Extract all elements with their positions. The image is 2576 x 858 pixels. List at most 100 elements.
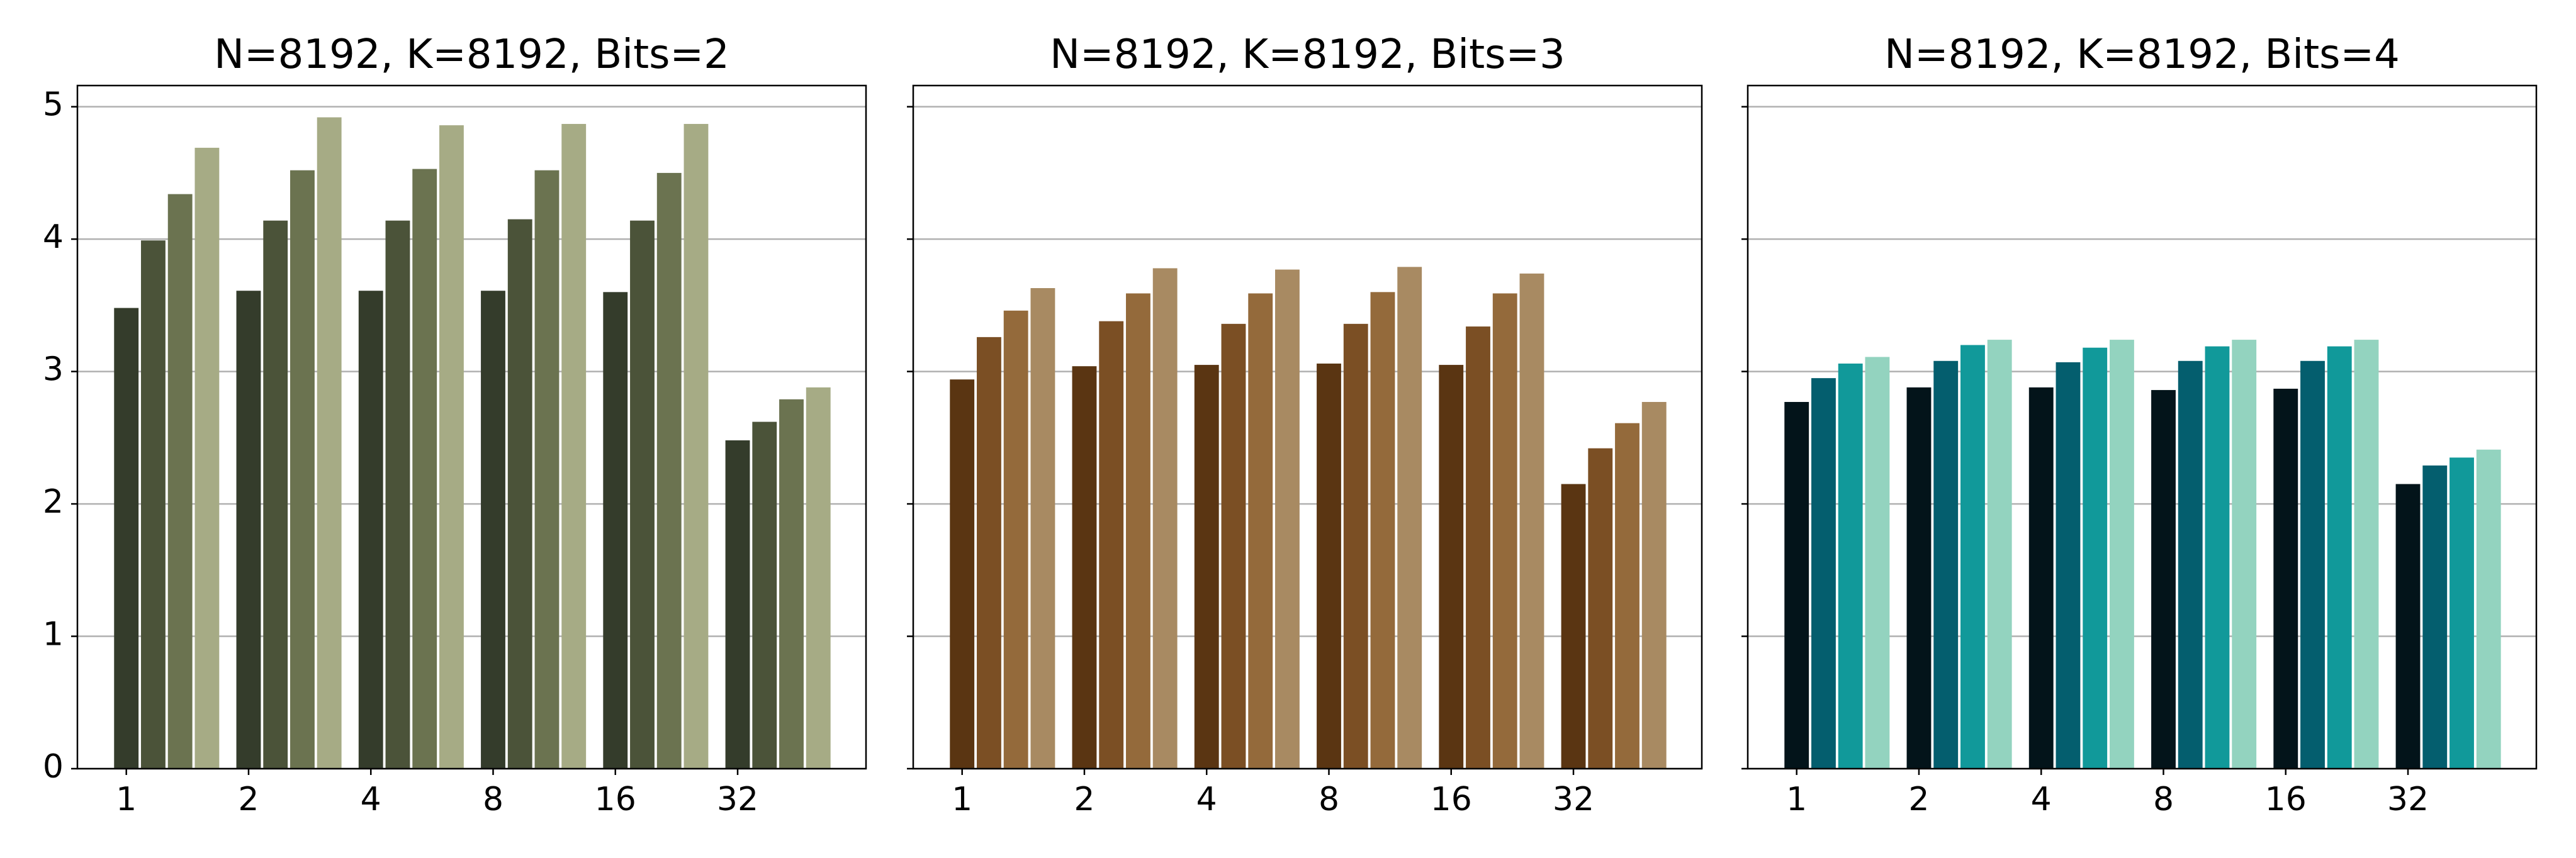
bar [2395, 484, 2421, 769]
bar [2178, 360, 2203, 769]
x-tick-label: 8 [1319, 781, 1339, 818]
x-tick-label: 32 [2387, 781, 2429, 818]
bar [2028, 387, 2054, 769]
bar [1641, 402, 1667, 769]
bar [630, 220, 655, 769]
bar [290, 170, 315, 769]
bar [779, 399, 804, 769]
bar [1439, 365, 1464, 769]
bar [1072, 366, 1097, 769]
x-tick-label: 32 [1553, 781, 1594, 818]
bar [1152, 268, 1178, 769]
bar [2476, 449, 2501, 769]
bar [114, 308, 139, 769]
y-tick-label: 0 [43, 748, 64, 786]
bar [2205, 346, 2230, 769]
bar [317, 117, 342, 769]
bar [2422, 465, 2448, 769]
bar [1615, 423, 1640, 769]
x-tick-label: 1 [1786, 781, 1807, 818]
bar [1275, 269, 1300, 769]
x-tick-label: 8 [2153, 781, 2174, 818]
bar [1865, 357, 1890, 769]
x-tick-label: 8 [483, 781, 503, 818]
x-tick-label: 4 [2031, 781, 2052, 818]
bar [950, 379, 975, 769]
bar [1221, 323, 1246, 769]
bar [1003, 310, 1028, 769]
bar [1397, 267, 1422, 769]
bar [1987, 340, 2012, 769]
bar [2300, 360, 2325, 769]
bar [412, 169, 437, 769]
bar [1030, 288, 1055, 769]
bar [1099, 321, 1124, 769]
bar [358, 291, 383, 769]
bar [561, 124, 587, 769]
bar [752, 421, 777, 769]
x-tick-label: 2 [1074, 781, 1094, 818]
axes-frame [912, 84, 1703, 770]
bar [1960, 345, 1985, 769]
bar [141, 240, 166, 769]
bar [263, 220, 288, 769]
bar [1492, 293, 1517, 769]
bar [1370, 292, 1395, 769]
bar [1906, 387, 1932, 769]
bar [481, 291, 505, 769]
bar [2327, 346, 2352, 769]
x-tick-label: 16 [2265, 781, 2307, 818]
x-tick-label: 4 [361, 781, 381, 818]
bar [603, 292, 628, 769]
y-tick-label: 5 [43, 86, 64, 124]
bar [1811, 378, 1836, 769]
bar [439, 125, 464, 769]
x-tick-label: 16 [595, 781, 636, 818]
y-tick-label: 3 [43, 351, 64, 389]
chart-title: N=8192, K=8192, Bits=2 [214, 31, 729, 78]
bar [2273, 388, 2298, 769]
bar [1248, 293, 1273, 769]
bar [2354, 340, 2379, 769]
bar [534, 170, 560, 769]
bar [1317, 363, 1341, 769]
bar [1784, 402, 1809, 769]
bar [1561, 484, 1586, 769]
bar [1838, 363, 1863, 769]
bar [2110, 340, 2134, 769]
bar [2151, 390, 2176, 769]
chart-title: N=8192, K=8192, Bits=4 [1884, 31, 2400, 78]
bar [1519, 273, 1544, 769]
x-tick-label: 16 [1431, 781, 1472, 818]
bar [167, 194, 193, 769]
bar [1588, 448, 1613, 769]
x-tick-label: 2 [238, 781, 259, 818]
bar [725, 440, 750, 769]
bar [2449, 457, 2474, 769]
y-tick-label: 2 [43, 483, 64, 521]
x-tick-label: 4 [1196, 781, 1217, 818]
bar [2056, 362, 2081, 769]
bar [1343, 323, 1368, 769]
bar [656, 172, 682, 769]
x-tick-label: 2 [1908, 781, 1929, 818]
bar [236, 291, 261, 769]
y-tick-label: 4 [43, 218, 64, 256]
bar [806, 387, 831, 769]
bar [2232, 340, 2257, 769]
bar [507, 219, 532, 769]
bar [977, 337, 1001, 769]
x-tick-label: 1 [952, 781, 972, 818]
chart-title: N=8192, K=8192, Bits=3 [1050, 31, 1565, 78]
bar [1126, 293, 1150, 769]
axes-frame [76, 84, 867, 770]
x-tick-label: 1 [116, 781, 137, 818]
y-tick-label: 1 [43, 616, 64, 654]
x-tick-label: 32 [717, 781, 758, 818]
bar [683, 124, 709, 769]
bar [2083, 347, 2108, 769]
axes-frame [1746, 84, 2538, 770]
bar [194, 147, 220, 769]
bar [1933, 360, 1959, 769]
